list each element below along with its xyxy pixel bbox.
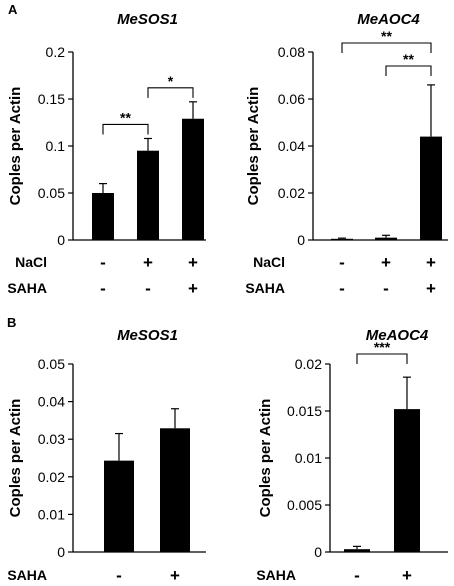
treatment-mark: +: [381, 253, 391, 272]
treatment-label: NaCl: [253, 254, 285, 270]
significance-label: ***: [374, 339, 391, 355]
bar: [331, 238, 353, 240]
y-tick-label: 0.005: [287, 497, 322, 513]
y-tick-label: 0: [314, 544, 322, 560]
bar: [137, 150, 159, 240]
treatment-mark: +: [188, 279, 198, 298]
significance-bracket: [341, 42, 432, 53]
chart-title: MeAOC4: [366, 327, 429, 344]
y-tick-label: 0: [297, 232, 305, 248]
treatment-label: SAHA: [7, 280, 47, 296]
y-tick-label: 0.06: [278, 91, 305, 107]
treatment-mark: -: [116, 566, 122, 585]
y-axis-label: Coples per Actin: [7, 87, 24, 206]
bar: [182, 118, 204, 240]
significance-label: **: [381, 28, 392, 44]
y-tick-label: 0.015: [287, 403, 322, 419]
significance-bracket: [102, 123, 149, 135]
treatment-label: SAHA: [256, 567, 296, 583]
treatment-mark: +: [170, 566, 180, 585]
y-axis-label: Coples per Actin: [245, 87, 262, 206]
panel-letter: B: [7, 315, 16, 330]
y-axis-label: Coples per Actin: [7, 399, 24, 518]
bar: [375, 237, 397, 240]
significance-label: *: [168, 73, 174, 89]
bar: [104, 460, 134, 552]
y-tick-label: 0: [57, 232, 65, 248]
treatment-label: SAHA: [245, 280, 285, 296]
treatment-label: NaCl: [15, 254, 47, 270]
treatment-mark: -: [145, 279, 151, 298]
significance-label: **: [120, 109, 131, 125]
significance-bracket: [147, 87, 194, 98]
treatment-mark: +: [426, 253, 436, 272]
treatment-mark: -: [383, 279, 389, 298]
y-tick-label: 0.2: [46, 44, 66, 60]
y-tick-label: 0.02: [278, 185, 305, 201]
significance-bracket: [356, 353, 408, 364]
treatment-mark: -: [100, 279, 106, 298]
y-tick-label: 0.05: [38, 185, 65, 201]
y-tick-label: 0.02: [295, 356, 322, 372]
chart-title: MeAOC4: [357, 11, 420, 28]
y-tick-label: 0: [57, 544, 65, 560]
bar: [160, 428, 190, 552]
significance-label: **: [403, 51, 414, 67]
treatment-mark: -: [100, 253, 106, 272]
y-tick-label: 0.01: [295, 450, 322, 466]
treatment-mark: +: [143, 253, 153, 272]
y-axis-label: Coples per Actin: [257, 399, 274, 518]
y-tick-label: 0.04: [278, 138, 305, 154]
treatment-mark: -: [339, 279, 345, 298]
y-tick-label: 0.03: [38, 431, 65, 447]
y-tick-label: 0.1: [46, 138, 66, 154]
bar: [92, 193, 114, 240]
treatment-mark: -: [354, 566, 360, 585]
y-tick-label: 0.05: [38, 356, 65, 372]
significance-bracket: [385, 65, 432, 76]
treatment-mark: +: [188, 253, 198, 272]
treatment-mark: -: [339, 253, 345, 272]
bar: [394, 409, 420, 552]
bar: [344, 549, 370, 552]
y-tick-label: 0.15: [38, 91, 65, 107]
y-tick-label: 0.02: [38, 469, 65, 485]
treatment-label: SAHA: [7, 567, 47, 583]
chart-title: MeSOS1: [117, 327, 178, 344]
y-tick-label: 0.01: [38, 506, 65, 522]
bar: [420, 136, 442, 240]
treatment-mark: +: [402, 566, 412, 585]
treatment-mark: +: [426, 279, 436, 298]
chart-title: MeSOS1: [117, 11, 178, 28]
panel-letter: A: [8, 2, 18, 17]
y-tick-label: 0.04: [38, 394, 65, 410]
y-tick-label: 0.08: [278, 44, 305, 60]
